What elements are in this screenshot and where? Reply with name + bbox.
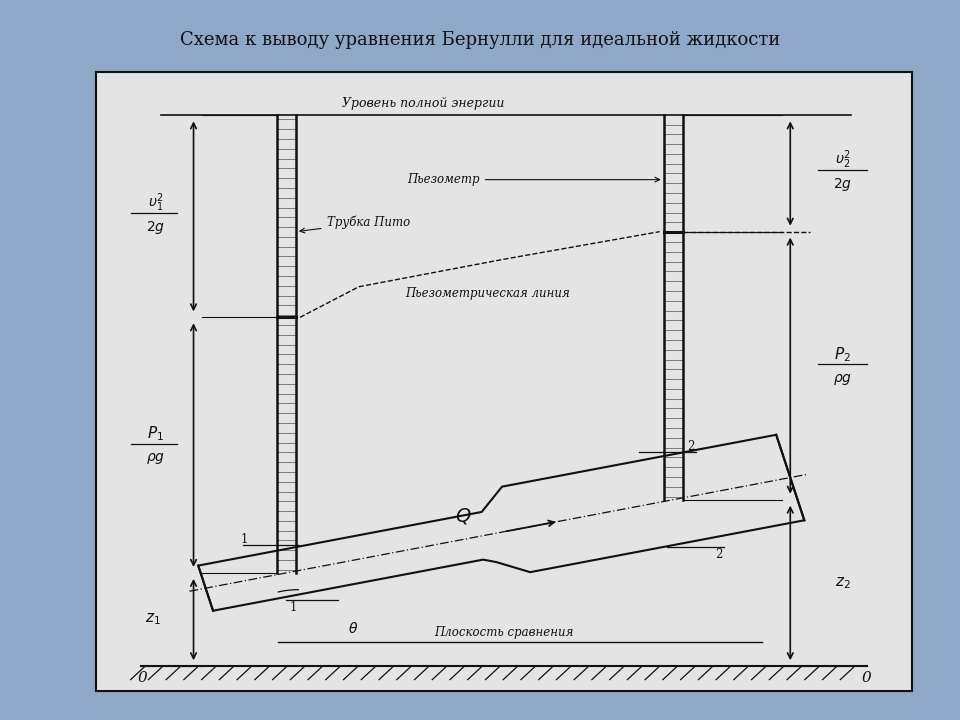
Text: $2g$: $2g$ xyxy=(146,219,165,236)
Text: Схема к выводу уравнения Бернулли для идеальной жидкости: Схема к выводу уравнения Бернулли для ид… xyxy=(180,30,780,49)
Text: Плоскость сравнения: Плоскость сравнения xyxy=(434,626,574,639)
Text: $\upsilon_1^2$: $\upsilon_1^2$ xyxy=(148,192,163,214)
Text: 1: 1 xyxy=(290,600,297,613)
Text: $2g$: $2g$ xyxy=(833,176,852,193)
Text: Уровень полной энергии: Уровень полной энергии xyxy=(342,97,505,110)
Text: $z_1$: $z_1$ xyxy=(145,612,161,627)
Text: $P_2$: $P_2$ xyxy=(834,346,852,364)
Text: $\upsilon_2^2$: $\upsilon_2^2$ xyxy=(835,149,851,171)
Text: $z_2$: $z_2$ xyxy=(835,575,851,591)
Text: $\theta$: $\theta$ xyxy=(348,621,359,636)
Text: Пьезометр: Пьезометр xyxy=(407,173,660,186)
Text: 2: 2 xyxy=(715,548,723,561)
Text: Трубка Пито: Трубка Пито xyxy=(300,216,410,233)
Text: $\rho g$: $\rho g$ xyxy=(833,372,852,387)
Text: $P_1$: $P_1$ xyxy=(147,425,164,444)
Text: 1: 1 xyxy=(240,533,248,546)
Text: Пьезометрическая линия: Пьезометрическая линия xyxy=(405,287,570,300)
Text: 0: 0 xyxy=(138,671,148,685)
Text: 2: 2 xyxy=(687,440,695,453)
Text: $Q$: $Q$ xyxy=(455,505,472,526)
Text: 0: 0 xyxy=(862,671,872,685)
Text: $\rho g$: $\rho g$ xyxy=(146,451,165,466)
